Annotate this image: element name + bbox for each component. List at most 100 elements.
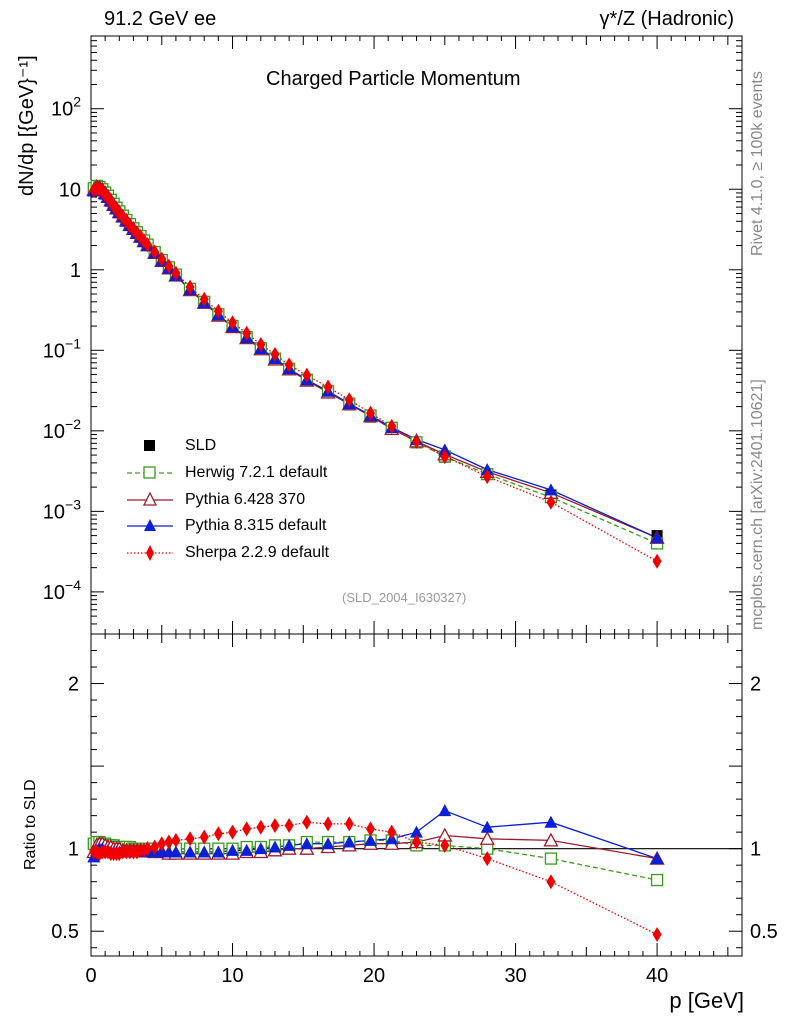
ratio-point-pythia8 xyxy=(240,843,254,856)
ratio-point-sherpa xyxy=(213,826,223,842)
legend-marker-herwig xyxy=(127,466,173,479)
mcplots-label: mcplots.cern.ch [arXiv:2401.10621] xyxy=(749,379,766,630)
x-axis-label: p [GeV] xyxy=(669,988,744,1013)
ratio-point-pythia8 xyxy=(410,825,423,838)
ratio-y-tick-label: 1 xyxy=(68,839,79,861)
ratio-point-sherpa xyxy=(546,874,556,890)
y-tick-label: 102 xyxy=(51,94,81,121)
ratio-point-pythia8 xyxy=(544,815,558,828)
ratio-point-sherpa xyxy=(652,927,662,943)
ratio-point-sherpa xyxy=(344,816,354,832)
main-point-sherpa xyxy=(546,494,556,510)
ratio-point-sherpa xyxy=(171,832,181,848)
legend-entry-sherpa: Sherpa 2.2.9 default xyxy=(125,541,329,565)
y-tick-label: 1 xyxy=(70,260,81,282)
ratio-point-pythia8 xyxy=(300,837,314,850)
y-tick-label: 10−2 xyxy=(43,416,81,443)
main-point-sherpa xyxy=(242,325,252,341)
ratio-point-pythia6 xyxy=(543,832,559,847)
ratio-point-sherpa xyxy=(242,821,252,837)
ratio-point-sherpa xyxy=(440,837,450,853)
main-point-sherpa xyxy=(302,367,312,383)
header-right: γ*/Z (Hadronic) xyxy=(600,8,734,31)
ratio-point-pythia8 xyxy=(342,835,356,848)
main-point-sherpa xyxy=(171,265,181,281)
main-point-sherpa xyxy=(150,244,160,260)
y-tick-label: 10−4 xyxy=(43,577,81,604)
main-point-sherpa xyxy=(228,315,238,331)
main-point-sherpa xyxy=(412,433,421,449)
ratio-point-pythia8 xyxy=(321,837,335,850)
legend-marker-sld xyxy=(144,440,155,451)
ratio-y-tick-label: 2 xyxy=(68,674,79,696)
header-left: 91.2 GeV ee xyxy=(104,8,217,30)
ratio-y-axis-label: Ratio to SLD xyxy=(22,779,39,870)
ratio-point-sherpa xyxy=(412,834,421,850)
ratio-y-tick-label: 0.5 xyxy=(51,921,79,943)
x-tick-label: 0 xyxy=(85,965,96,987)
legend-marker-sherpa xyxy=(127,545,173,561)
ratio-point-herwig xyxy=(544,852,558,865)
main-point-sherpa xyxy=(256,337,266,353)
main-point-sherpa xyxy=(366,405,376,421)
main-point-sherpa xyxy=(270,346,280,362)
main-series-pythia6-line xyxy=(93,186,658,539)
ratio-point-sherpa xyxy=(256,819,266,835)
ratio-point-sherpa xyxy=(270,818,280,834)
ratio-point-pythia6 xyxy=(479,830,495,845)
ratio-point-pythia8 xyxy=(169,845,183,858)
main-point-pythia8 xyxy=(650,531,664,544)
ratio-point-sherpa xyxy=(199,829,209,845)
header-right-process: γ*/Z xyxy=(599,8,636,30)
ratio-point-pythia8 xyxy=(254,842,268,855)
main-point-sherpa xyxy=(164,258,174,274)
main-series-pythia8-line xyxy=(93,187,658,539)
main-point-sherpa xyxy=(185,279,195,295)
chart-title: Charged Particle Momentum xyxy=(266,68,521,90)
ratio-point-sherpa xyxy=(185,831,195,847)
ratio-plot-frame xyxy=(90,633,743,957)
ratio-y-tick-label-right: 2 xyxy=(750,674,761,696)
legend-label-sherpa: Sherpa 2.2.9 default xyxy=(185,544,330,561)
ratio-point-pythia8 xyxy=(282,838,296,851)
legend-entry-herwig: Herwig 7.2.1 default xyxy=(125,461,327,485)
main-point-sherpa xyxy=(157,251,167,267)
rivet-version-label: Rivet 4.1.0, ≥ 100k events xyxy=(749,71,766,256)
y-tick-label: 10 xyxy=(59,179,81,201)
legend-entry-sld: SLD xyxy=(125,434,216,458)
ratio-point-sherpa xyxy=(150,839,160,855)
ratio-point-pythia8 xyxy=(211,845,225,858)
x-tick-label: 20 xyxy=(363,965,385,987)
main-point-pythia8 xyxy=(544,483,558,496)
ratio-point-sherpa xyxy=(157,836,167,852)
ratio-point-sherpa xyxy=(228,824,238,840)
main-point-sherpa xyxy=(482,469,492,485)
ratio-point-pythia8 xyxy=(480,820,494,833)
main-point-sherpa xyxy=(213,303,223,319)
ratio-point-pythia8 xyxy=(364,833,378,846)
main-point-sherpa xyxy=(652,553,662,569)
main-y-axis-label: dN/dp [{GeV}⁻¹] xyxy=(16,55,38,196)
x-tick-label: 10 xyxy=(221,965,243,987)
main-point-sherpa xyxy=(199,291,209,307)
ratio-point-sherpa xyxy=(482,851,492,867)
main-point-sherpa xyxy=(284,357,294,373)
legend-entry-pythia6: Pythia 6.428 370 xyxy=(125,488,305,512)
legend-entry-pythia8: Pythia 8.315 default xyxy=(125,514,326,538)
ratio-point-sherpa xyxy=(323,816,333,832)
main-point-sherpa xyxy=(387,418,397,434)
ratio-point-pythia8 xyxy=(438,804,452,817)
ratio-point-sherpa xyxy=(302,814,312,830)
ratio-point-sherpa xyxy=(164,834,174,850)
legend-marker-pythia8 xyxy=(127,519,173,531)
ratio-point-sherpa xyxy=(284,818,294,834)
ratio-point-sherpa xyxy=(366,821,376,837)
main-point-sherpa xyxy=(440,449,450,465)
ratio-point-herwig xyxy=(650,873,664,887)
main-point-pythia8 xyxy=(480,463,494,476)
main-point-sherpa xyxy=(344,392,354,408)
header-right-qualifier: (Hadronic) xyxy=(640,8,734,30)
x-tick-label: 30 xyxy=(504,965,526,987)
legend-marker-pythia6 xyxy=(127,491,173,506)
